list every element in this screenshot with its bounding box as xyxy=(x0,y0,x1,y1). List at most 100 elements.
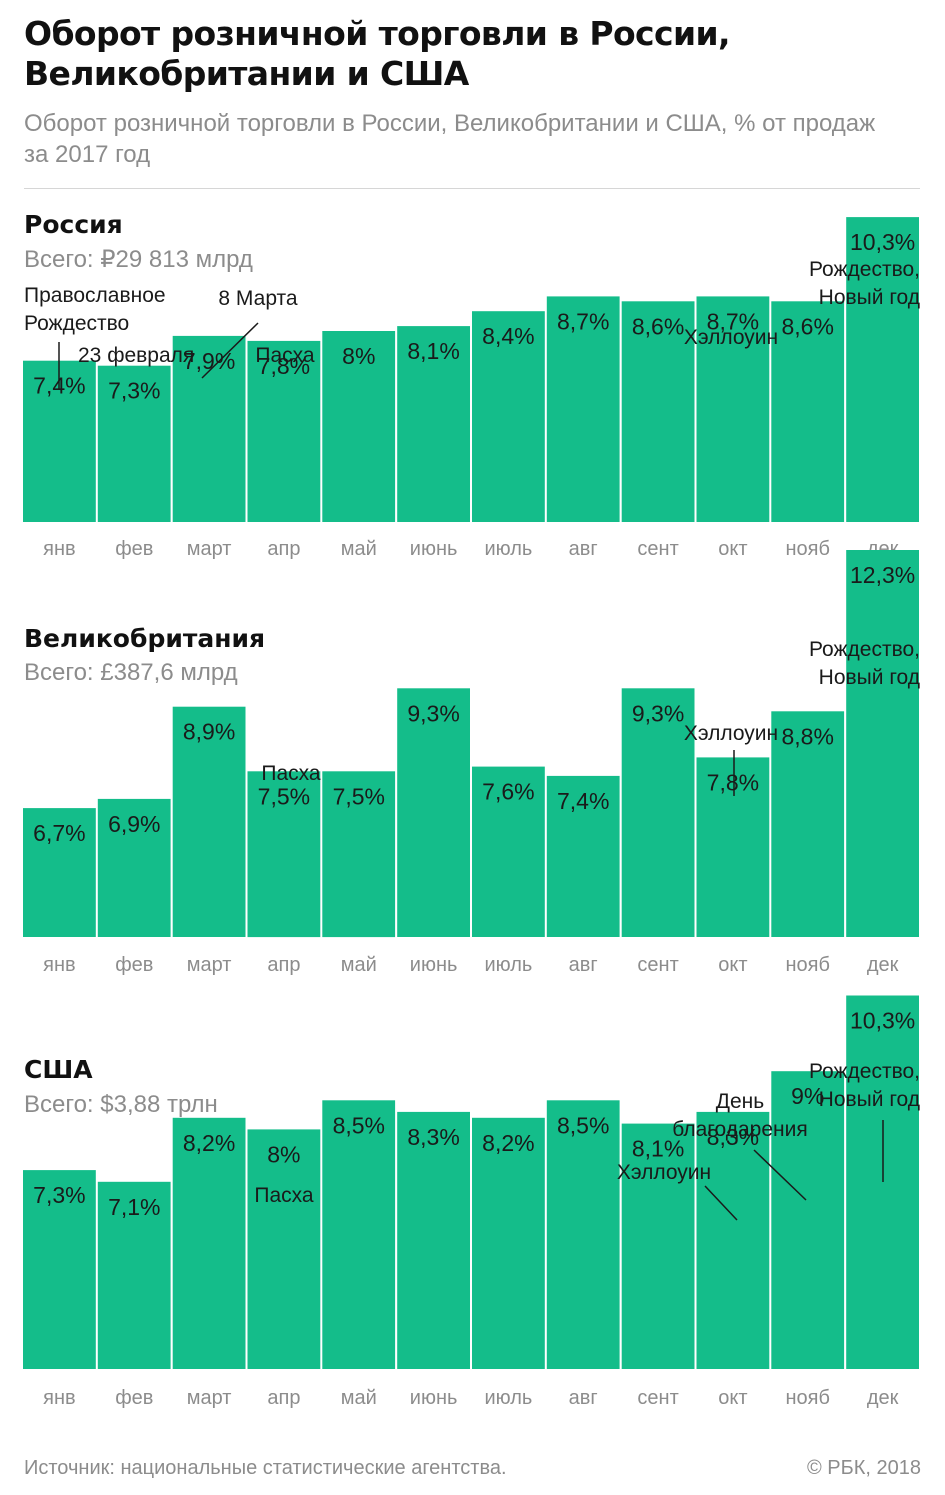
value-label: 8,2% xyxy=(482,1130,534,1156)
month-label: янв xyxy=(43,1387,76,1409)
bar-фев xyxy=(97,365,171,522)
annotation-label: благодарения xyxy=(672,1118,807,1141)
bar-июль xyxy=(472,1117,545,1369)
bar-апр xyxy=(247,340,321,522)
section-title-usa: США xyxy=(24,1055,93,1084)
bar-янв xyxy=(23,1170,96,1369)
value-label: 9,3% xyxy=(407,700,459,726)
month-label: май xyxy=(341,538,377,560)
annotation-label: Пасха xyxy=(255,344,315,367)
value-label: 9% xyxy=(791,1083,824,1109)
bar-июль xyxy=(472,311,545,522)
month-label: март xyxy=(187,954,232,976)
month-label: фев xyxy=(115,1387,153,1409)
annotation-label: Пасха xyxy=(254,1184,314,1207)
bar-апр xyxy=(247,1129,321,1369)
month-label: фев xyxy=(115,538,153,560)
bar-нояб xyxy=(771,1071,845,1369)
value-label: 8,1% xyxy=(407,338,459,364)
bar-окт xyxy=(696,757,770,937)
value-label: 7,5% xyxy=(333,783,385,809)
value-label: 8,5% xyxy=(557,1112,609,1138)
value-label: 7,4% xyxy=(557,788,609,814)
value-label: 6,9% xyxy=(108,811,160,837)
value-label: 8,6% xyxy=(632,313,684,339)
month-label: апр xyxy=(267,1387,300,1409)
annotation-leader xyxy=(704,1185,738,1221)
value-label: 8,1% xyxy=(632,1136,684,1162)
annotation-label: Хэллоуин xyxy=(617,1161,711,1184)
value-label: 8,3% xyxy=(407,1124,459,1150)
annotation-leader xyxy=(201,322,259,379)
value-label: 8,8% xyxy=(781,723,833,749)
value-label: 8,9% xyxy=(183,719,235,745)
month-label: апр xyxy=(267,538,300,560)
value-label: 8,6% xyxy=(781,313,833,339)
month-label: сент xyxy=(637,538,678,560)
bar-нояб xyxy=(771,301,845,522)
annotation-leader xyxy=(753,1149,807,1201)
bar-фев xyxy=(97,798,171,937)
annotation-label: Хэллоуин xyxy=(684,722,778,745)
bar-апр xyxy=(247,771,321,938)
annotation-label: День xyxy=(716,1090,764,1113)
annotation-label: Рождество xyxy=(24,312,129,335)
value-label: 8,5% xyxy=(333,1112,385,1138)
section-title-uk: Великобритания xyxy=(24,624,266,653)
value-label: 8% xyxy=(267,1141,300,1167)
annotation-label: Рождество, xyxy=(809,1060,920,1083)
page-title: Оборот розничной торговли в России, Вели… xyxy=(24,14,731,93)
bar-авг xyxy=(546,1100,620,1369)
annotation-label: Хэллоуин xyxy=(684,326,778,349)
month-label: авг xyxy=(569,1387,598,1409)
bar-дек xyxy=(846,550,919,937)
annotation-label: 23 февраля xyxy=(78,344,194,367)
source-note: Источник: национальные статистические аг… xyxy=(24,1457,507,1479)
month-label: дек xyxy=(867,1387,899,1409)
bar-март xyxy=(172,335,246,522)
page-subtitle: Оборот розничной торговли в России, Вели… xyxy=(24,110,876,168)
month-label: июнь xyxy=(410,1387,458,1409)
month-label: март xyxy=(187,538,232,560)
month-label: янв xyxy=(43,954,76,976)
month-label: нояб xyxy=(785,538,829,560)
annotation-label: Новый год xyxy=(819,666,920,689)
month-label: июль xyxy=(484,538,532,560)
annotation-label: Новый год xyxy=(819,1088,920,1111)
value-label: 10,3% xyxy=(850,1008,915,1034)
total-usa: Всего: $3,88 трлн xyxy=(24,1091,218,1118)
bar-май xyxy=(322,771,396,938)
bar-дек xyxy=(846,995,919,1369)
month-label: окт xyxy=(718,538,747,560)
bar-май xyxy=(322,331,396,522)
bar-окт xyxy=(696,296,770,522)
month-label: окт xyxy=(718,1387,747,1409)
month-label: нояб xyxy=(785,1387,829,1409)
value-label: 7,3% xyxy=(108,378,160,404)
value-label: 8,4% xyxy=(482,323,534,349)
bar-июнь xyxy=(397,326,470,522)
value-label: 10,3% xyxy=(850,229,915,255)
bar-июнь xyxy=(397,1111,470,1369)
copyright: © РБК, 2018 xyxy=(806,1457,921,1479)
bar-фев xyxy=(97,1181,171,1369)
month-label: июнь xyxy=(410,954,458,976)
bar-авг xyxy=(546,296,620,522)
bar-май xyxy=(322,1100,396,1369)
month-label: июль xyxy=(484,1387,532,1409)
month-label: нояб xyxy=(785,954,829,976)
bar-июнь xyxy=(397,688,470,937)
month-label: фев xyxy=(115,954,153,976)
value-label: 8,3% xyxy=(707,1124,759,1150)
value-label: 7,9% xyxy=(183,348,235,374)
annotation-label: 8 Марта xyxy=(218,287,298,310)
bar-март xyxy=(172,1117,246,1369)
value-label: 8,7% xyxy=(557,308,609,334)
month-label: сент xyxy=(637,1387,678,1409)
month-label: июнь xyxy=(410,538,458,560)
bar-окт xyxy=(696,1111,770,1369)
annotation-label: Рождество, xyxy=(809,638,920,661)
